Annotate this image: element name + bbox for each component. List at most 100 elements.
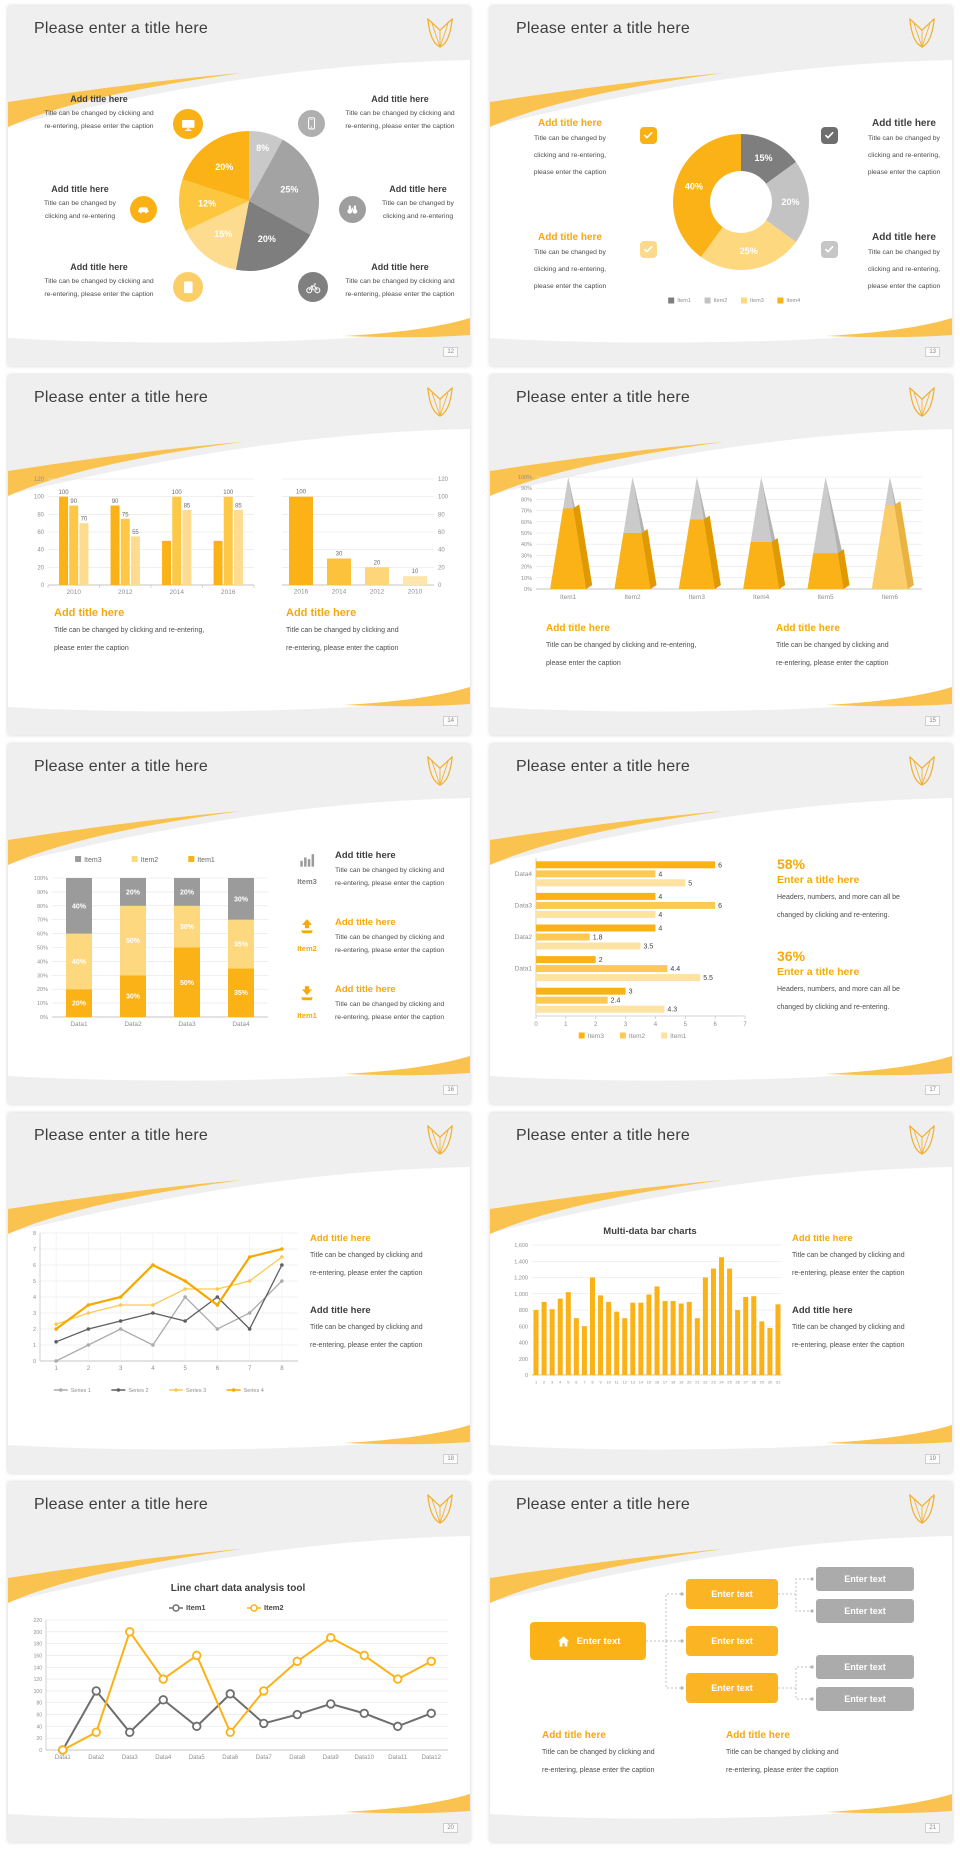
text-block-2: Add title here Title can be changed by c…	[792, 1305, 947, 1361]
svg-text:90%: 90%	[521, 486, 532, 492]
block-title: Add title here	[776, 623, 840, 634]
connector-lines	[646, 1577, 814, 1701]
binoculars-icon	[339, 196, 366, 223]
slide-12[interactable]: Please enter a title here Add title here…	[8, 6, 470, 366]
stat-value: 36%	[777, 948, 806, 964]
svg-text:85: 85	[235, 503, 242, 509]
brand-logo-icon	[909, 1494, 935, 1524]
stat-caption: Headers, numbers, and more can all be ch…	[777, 986, 947, 1013]
page-number: 14	[443, 716, 458, 726]
stat-title: Enter a title here	[777, 966, 860, 978]
slide-13[interactable]: Please enter a title here Add title here…	[490, 6, 952, 366]
svg-text:Item1: Item1	[186, 1603, 206, 1612]
svg-text:19: 19	[679, 1380, 683, 1385]
caption-line: Title can be changed by clicking and	[726, 1749, 839, 1756]
slide-17[interactable]: Please enter a title here 0 1 2 3 4 5 6 7 6 4 5 Dat…	[490, 744, 952, 1104]
svg-text:20: 20	[374, 560, 381, 566]
block-title: Add title here	[310, 1305, 371, 1316]
svg-text:7: 7	[248, 1366, 252, 1372]
feature-caption: Title can be changed by clicking and re-…	[335, 934, 467, 955]
slide-title: Please enter a title here	[516, 389, 690, 406]
caption-line: Title can be changed by clicking and	[44, 110, 154, 117]
caption-line: clicking and re-entering	[382, 212, 454, 220]
slide-18[interactable]: Please enter a title here 0 1 2 3 4 5 6 7 8 1 2 3 4 5…	[8, 1113, 470, 1473]
svg-text:Data2: Data2	[88, 1755, 105, 1761]
feature-row-2: Add title here Title can be changed by c…	[335, 917, 467, 960]
slide-20[interactable]: Please enter a title here Line chart dat…	[8, 1482, 470, 1842]
svg-text:14: 14	[639, 1380, 644, 1385]
caption-line: Title can be changed by clicking and	[310, 1252, 423, 1259]
svg-text:30%: 30%	[180, 924, 195, 931]
bicycle-icon	[298, 272, 328, 302]
caption-line: Title can be changed by	[534, 249, 606, 256]
svg-text:20: 20	[438, 565, 445, 571]
line-chart: 0 20 40 60 80 100 120 140 160 180 200 220 Data1 Data2…	[34, 1603, 448, 1761]
bar-chart-icon	[297, 850, 317, 870]
svg-text:3: 3	[33, 1311, 36, 1317]
svg-text:29: 29	[760, 1380, 764, 1385]
svg-text:50%: 50%	[521, 531, 532, 537]
svg-text:Item2: Item2	[264, 1603, 284, 1612]
svg-text:15%: 15%	[214, 229, 232, 239]
block-caption: Title can be changed by clicking and re-…	[792, 1252, 947, 1279]
caption-line: Title can be changed by clicking and	[542, 1749, 655, 1756]
svg-text:Series 2: Series 2	[128, 1388, 148, 1394]
svg-text:75: 75	[122, 512, 129, 518]
svg-text:40: 40	[36, 1724, 42, 1730]
block-title: Add title here	[792, 1305, 853, 1316]
caption-line: Title can be changed by clicking and	[335, 867, 445, 874]
svg-text:4: 4	[658, 871, 662, 878]
slide-16[interactable]: Please enter a title here Item3 Item2 Item…	[8, 744, 470, 1104]
callout-right-1: Add title here Title can be changed by c…	[842, 118, 952, 185]
node-label: Enter text	[711, 1636, 753, 1646]
caption-line: Title can be changed by clicking and	[286, 627, 399, 634]
callout-top-right: Add title here Title can be changed by c…	[334, 94, 466, 136]
svg-text:100: 100	[59, 490, 70, 496]
slide-title: Please enter a title here	[516, 20, 690, 37]
caption-line: clicking and re-entering,	[533, 151, 607, 159]
caption-line: changed by clicking and re-entering.	[777, 912, 890, 920]
caption-line: re-entering, please enter the caption	[335, 1013, 445, 1021]
svg-text:80%: 80%	[521, 497, 532, 503]
block-title: Add title here	[542, 1730, 606, 1741]
checkbox-icon	[640, 127, 657, 144]
svg-text:Item3: Item3	[588, 1033, 605, 1040]
svg-text:2010: 2010	[408, 589, 423, 596]
slide-14[interactable]: Please enter a title here 0 20 40 60 80 100 12…	[8, 375, 470, 735]
svg-text:10%: 10%	[521, 576, 532, 582]
slide-background	[490, 744, 952, 1104]
svg-text:Data1: Data1	[55, 1755, 72, 1761]
page-number: 21	[925, 1823, 940, 1833]
svg-text:2: 2	[594, 1022, 598, 1028]
svg-text:40%: 40%	[72, 903, 87, 910]
slide-15[interactable]: Please enter a title here 0% 10% 20% 30% 40%…	[490, 375, 952, 735]
svg-text:25%: 25%	[280, 184, 298, 194]
svg-text:55: 55	[132, 530, 139, 536]
node-label: Enter text	[844, 1694, 886, 1704]
chart-title: Line chart data analysis tool	[170, 1583, 306, 1594]
caption-line: re-entering, please enter the caption	[345, 290, 455, 298]
stat-block-2: 36% Enter a title here Headers, numbers,…	[777, 948, 947, 1023]
block-caption: Title can be changed by clicking and re-…	[546, 642, 746, 669]
page-number: 16	[443, 1085, 458, 1095]
svg-text:1: 1	[33, 1343, 36, 1349]
svg-text:7: 7	[583, 1380, 585, 1385]
caption-line: re-entering, please enter the caption	[792, 1270, 905, 1278]
svg-text:1,600: 1,600	[514, 1243, 528, 1249]
phone-icon	[298, 110, 325, 137]
slide-title: Please enter a title here	[516, 1127, 690, 1144]
slide-19[interactable]: Please enter a title here Multi-data bar…	[490, 1113, 952, 1473]
svg-text:10: 10	[606, 1380, 611, 1385]
svg-text:4: 4	[658, 926, 662, 933]
svg-text:1: 1	[564, 1022, 568, 1028]
caption-line: changed by clicking and re-entering.	[777, 1004, 890, 1012]
block-title: Add title here	[726, 1730, 790, 1741]
feature-caption: Title can be changed by clicking and re-…	[335, 867, 467, 888]
svg-text:Series 1: Series 1	[71, 1388, 91, 1394]
caption-line: please enter the caption	[867, 168, 941, 176]
slide-21[interactable]: Please enter a title here Enter text Ent…	[490, 1482, 952, 1842]
svg-text:5: 5	[183, 1366, 187, 1372]
text-block-right: Add title here Title can be changed by c…	[726, 1730, 896, 1786]
svg-text:60%: 60%	[521, 520, 532, 526]
text-block-left: Add title here Title can be changed by c…	[54, 607, 254, 664]
